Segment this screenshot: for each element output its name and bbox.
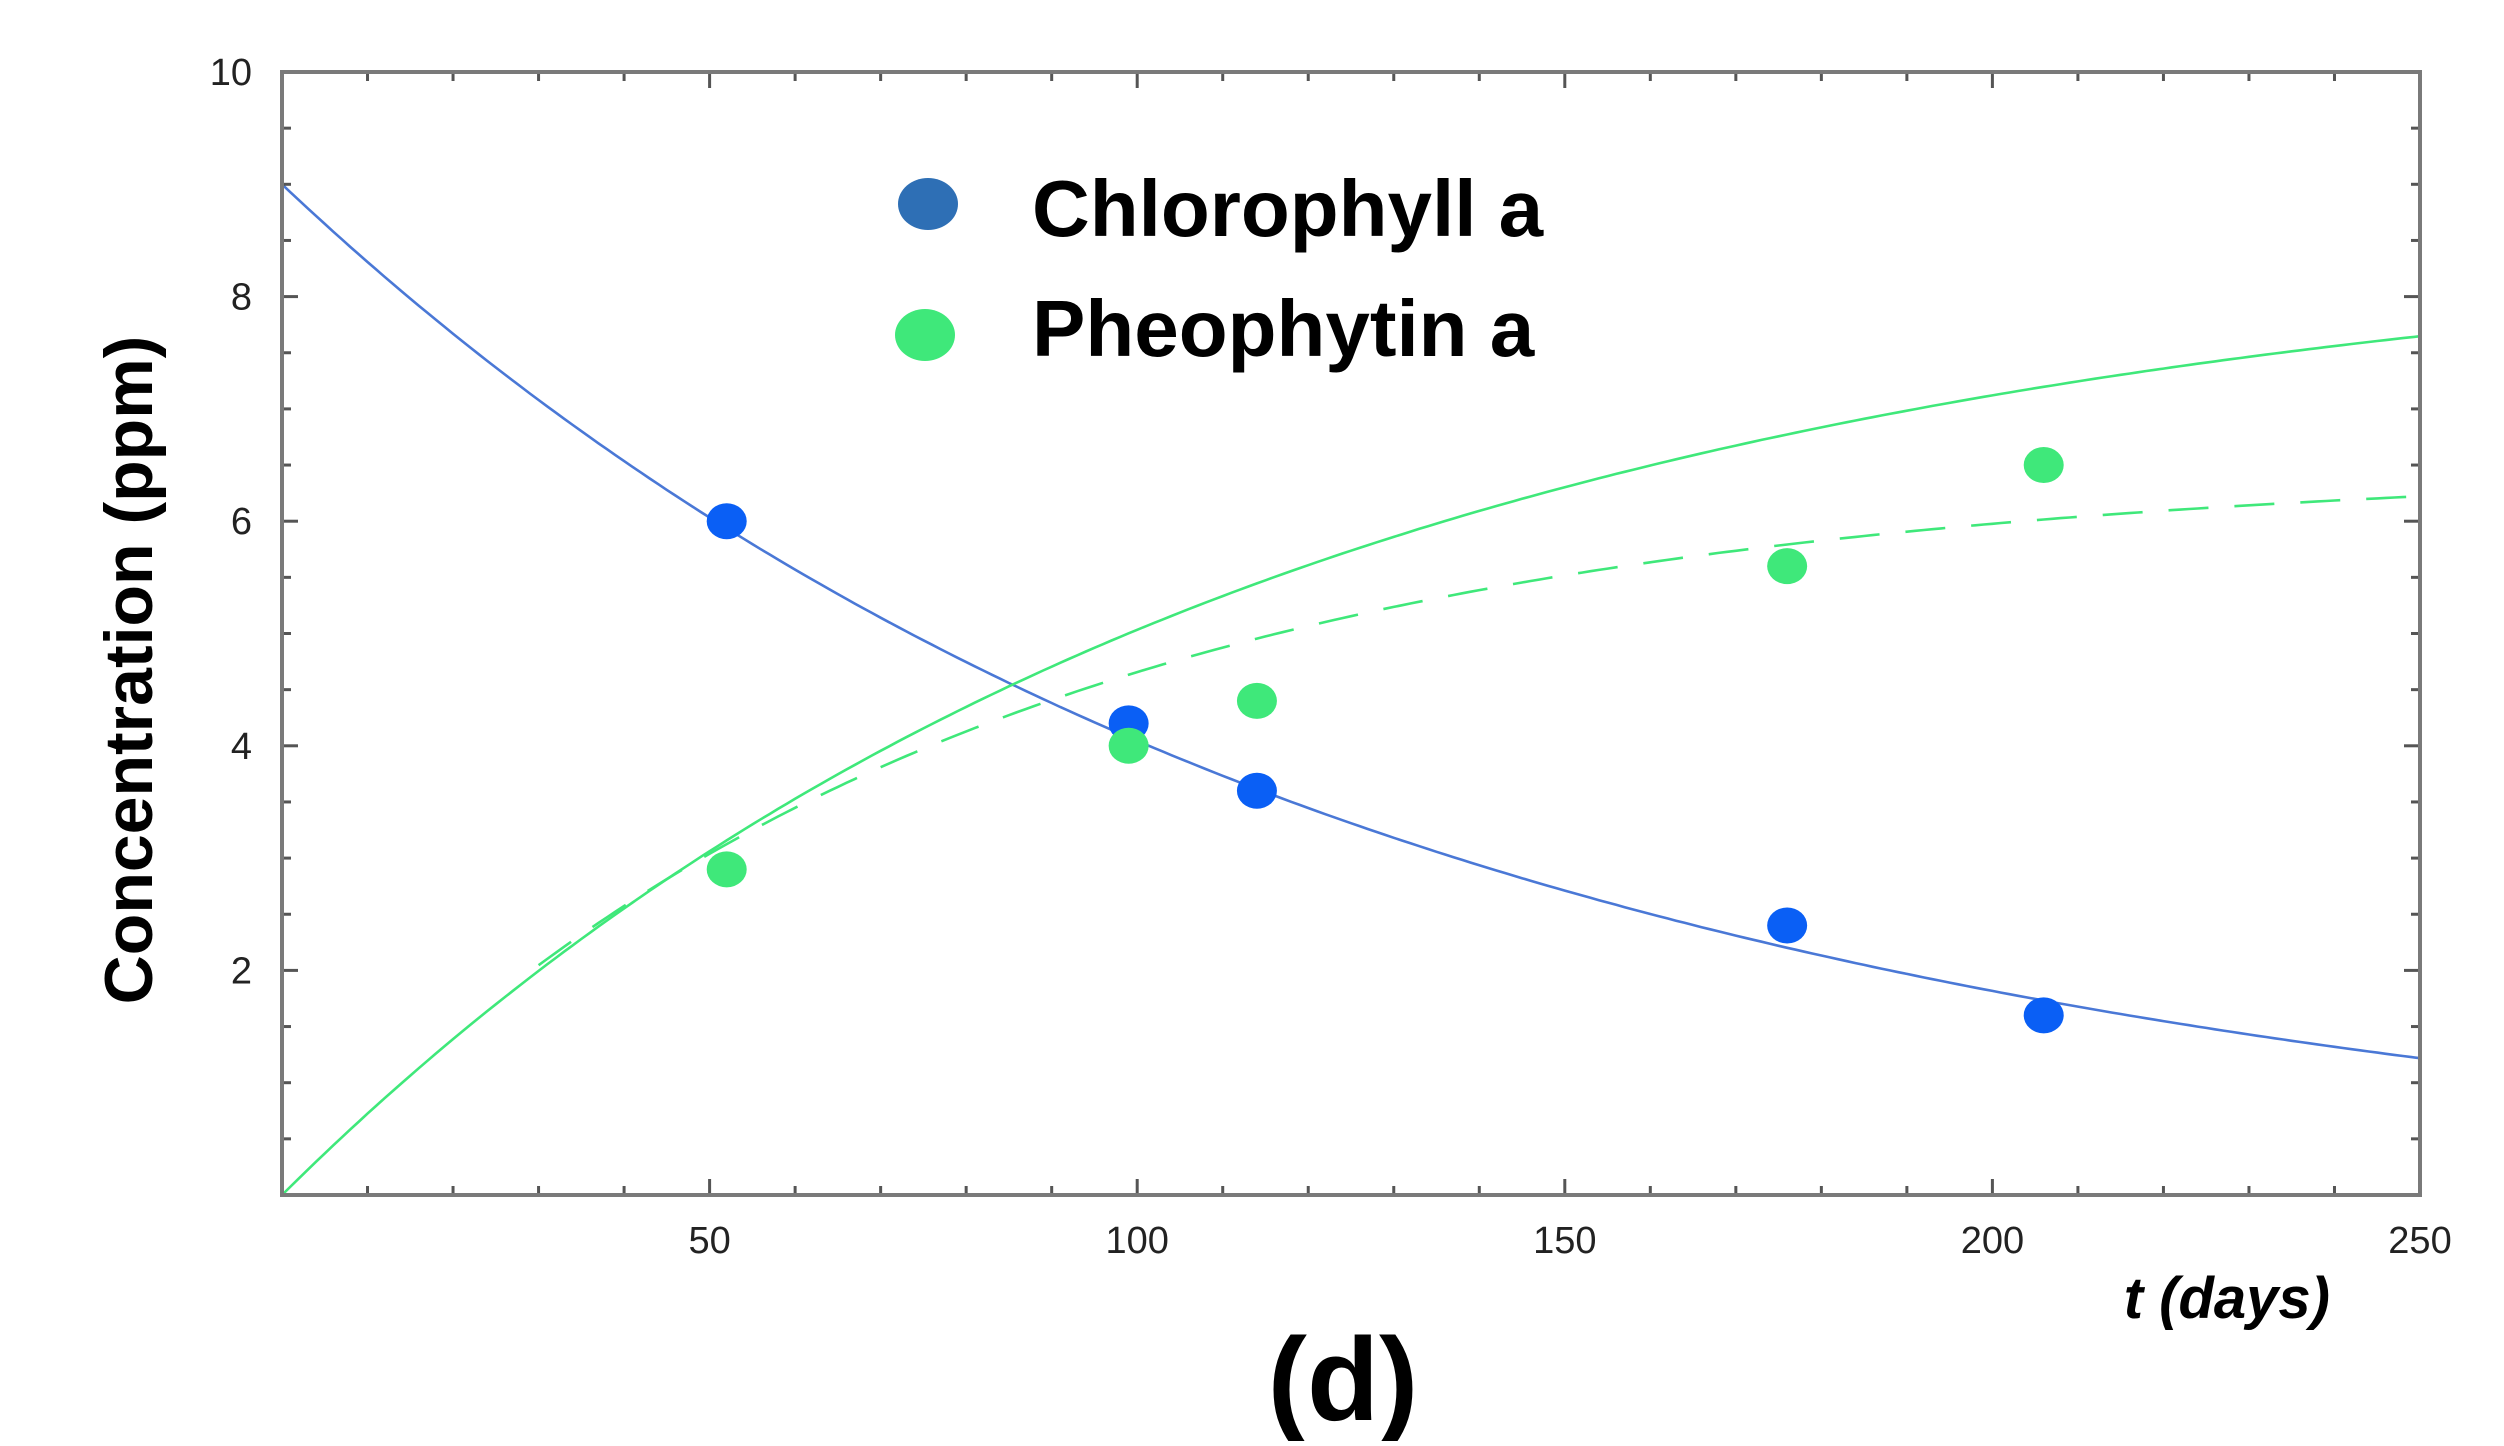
data-points: [706, 447, 2064, 1034]
y-tick-label: 2: [231, 950, 252, 992]
y-axis-title: Concentration (ppm): [91, 336, 167, 1005]
data-point-chlorophyll-a: [2023, 997, 2064, 1034]
legend-marker-pheophytin: [895, 309, 955, 361]
fit-curves: [281, 183, 2421, 1196]
fit-curve-dashed-pheophytin-a: [537, 495, 2421, 967]
data-point-pheophytin-a: [1108, 727, 1149, 764]
data-point-pheophytin-a: [1236, 682, 1277, 719]
legend-marker-chlorophyll: [898, 178, 958, 230]
legend-label-chlorophyll: Chlorophyll a: [1032, 164, 1544, 253]
data-point-chlorophyll-a: [1767, 907, 1808, 944]
data-point-pheophytin-a: [2023, 447, 2064, 484]
y-tick-label: 4: [231, 726, 252, 768]
data-point-pheophytin-a: [1767, 548, 1808, 585]
data-point-chlorophyll-a: [706, 503, 747, 540]
x-axis-title: t (days): [2124, 1266, 2330, 1331]
fit-curve-pheophytin-a: [281, 334, 2421, 1196]
legend-label-pheophytin: Pheophytin a: [1032, 284, 1535, 373]
plot-frame: [280, 70, 2422, 1197]
data-point-pheophytin-a: [706, 851, 747, 888]
y-tick-label: 6: [231, 501, 252, 543]
data-point-chlorophyll-a: [1236, 772, 1277, 809]
x-tick-label: 250: [2388, 1220, 2451, 1262]
y-tick-label: 8: [231, 277, 252, 319]
panel-label: (d): [1268, 1314, 1419, 1441]
fit-curve-chlorophyll-a: [281, 183, 2421, 1060]
y-tick-label: 10: [210, 52, 252, 94]
x-tick-label: 50: [688, 1220, 730, 1262]
legend: Chlorophyll a Pheophytin a: [895, 164, 1544, 373]
x-tick-label: 150: [1533, 1220, 1596, 1262]
tick-labels: 50 100 150 200 250 2 4 6 8 10: [210, 52, 2452, 1262]
x-tick-label: 200: [1961, 1220, 2024, 1262]
x-tick-label: 100: [1105, 1220, 1168, 1262]
